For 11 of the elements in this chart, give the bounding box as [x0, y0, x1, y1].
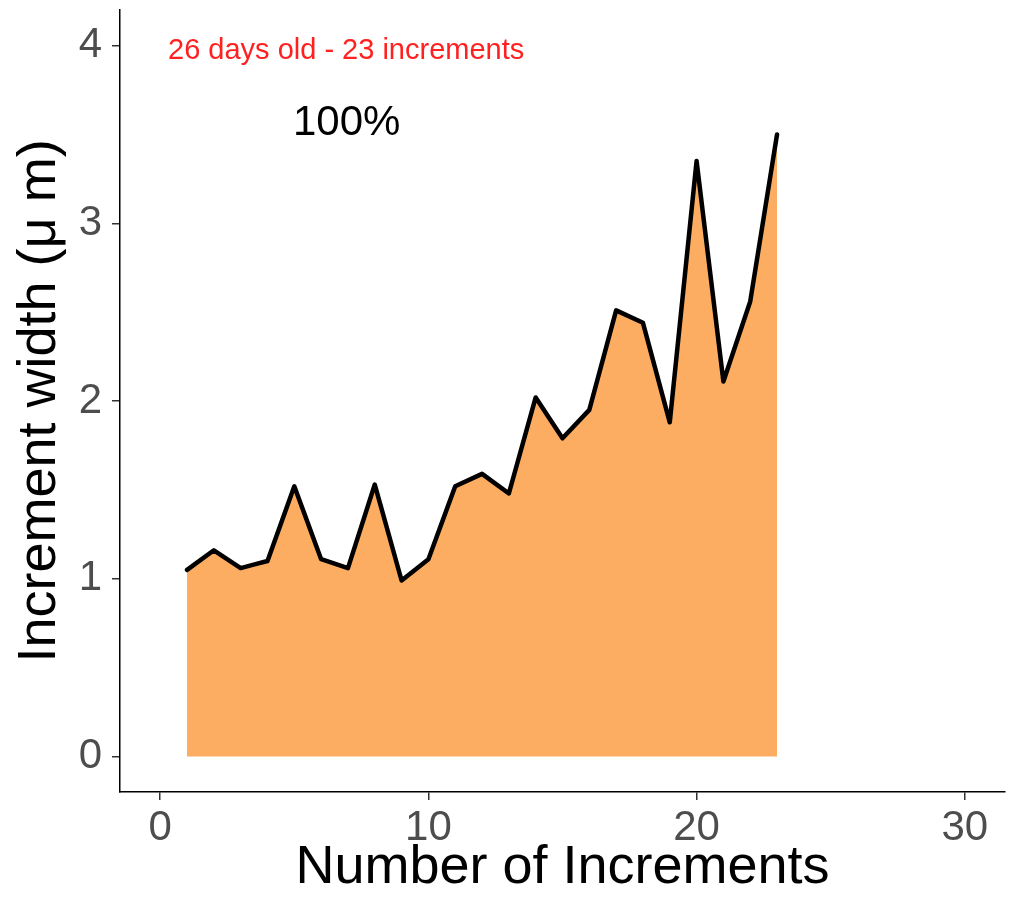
x-tick-label: 20 [673, 801, 720, 849]
y-tick-label: 3 [78, 196, 102, 244]
y-tick-label: 4 [78, 19, 102, 67]
annotation: 100% [293, 97, 401, 144]
y-tick-label: 1 [78, 552, 102, 600]
x-tick-label: 30 [941, 801, 989, 849]
x-tick-label: 0 [148, 801, 172, 849]
y-tick-label: 2 [78, 374, 102, 422]
y-axis-title: Increment width (μ m) [6, 139, 67, 663]
y-tick-label: 0 [78, 730, 102, 778]
annotation: 26 days old - 23 increments [168, 33, 525, 65]
